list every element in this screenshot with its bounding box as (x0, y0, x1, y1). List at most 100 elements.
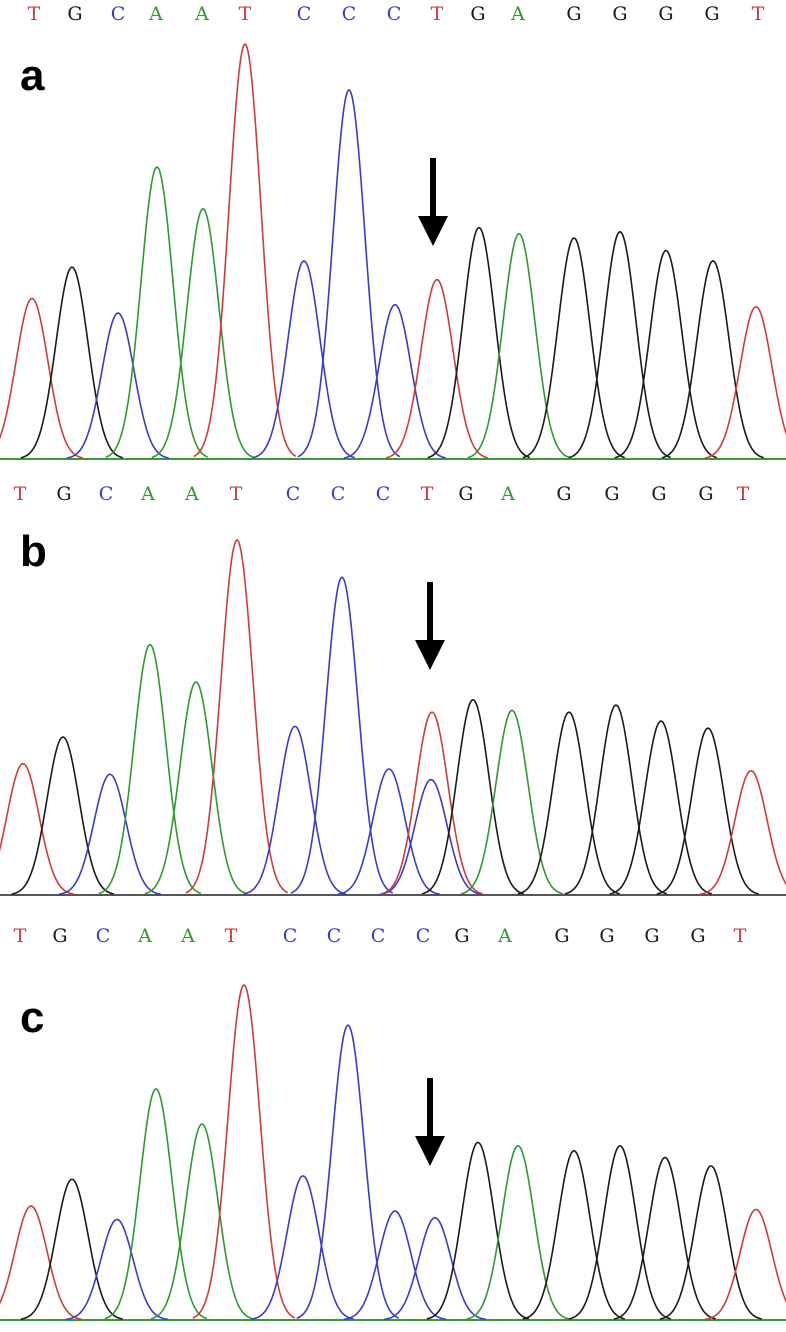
base-call-4: A (149, 3, 163, 25)
trace-peak-14 (517, 711, 620, 895)
trace-peak-6 (185, 539, 289, 894)
base-call-15: G (644, 925, 660, 947)
base-call-8: C (330, 483, 346, 505)
trace-peak-15 (564, 704, 668, 895)
base-call-1: T (27, 3, 41, 25)
trace-peak-4 (104, 1088, 208, 1320)
trace-peak-16 (609, 720, 713, 895)
trace-peak-6 (192, 984, 296, 1319)
base-call-10: T (430, 3, 444, 25)
base-call-4: A (141, 483, 155, 505)
base-call-17: T (736, 483, 750, 505)
trace-peak-15 (613, 1156, 716, 1320)
trace-peak-10 (383, 1216, 486, 1321)
trace-peak-3 (65, 1218, 168, 1321)
trace-peak-7 (252, 260, 356, 459)
base-call-2: G (52, 925, 68, 947)
trace-peak-15 (614, 249, 718, 459)
base-call-13: G (556, 483, 572, 505)
trace-peak-17 (656, 727, 759, 895)
mutation-arrow (415, 582, 445, 670)
trace-peak-5 (144, 681, 248, 895)
trace-peak-12 (467, 232, 571, 459)
base-call-6: T (224, 925, 238, 947)
base-call-7: C (296, 3, 312, 25)
base-call-10: T (420, 483, 434, 505)
base-call-12: A (501, 483, 515, 505)
trace-peak-12 (466, 1144, 570, 1320)
base-call-9: C (386, 3, 402, 25)
panel-label: a (20, 51, 45, 100)
trace-peak-13 (460, 709, 564, 895)
trace-peak-9 (343, 1210, 446, 1321)
trace-peak-3 (58, 773, 161, 896)
base-call-5: A (181, 925, 195, 947)
base-call-17: T (751, 3, 765, 25)
base-call-15: G (651, 483, 667, 505)
trace-peak-7 (251, 1175, 354, 1320)
base-call-1: T (13, 483, 27, 505)
base-call-16: G (698, 483, 714, 505)
base-call-14: G (604, 483, 620, 505)
base-call-7: C (282, 925, 298, 947)
base-call-16: G (690, 925, 706, 947)
panel-label: c (20, 993, 45, 1042)
trace-peak-17 (704, 1208, 786, 1321)
base-call-3: C (110, 3, 126, 25)
trace-peak-5 (151, 207, 255, 459)
trace-peak-1 (0, 297, 84, 459)
base-call-9: C (370, 925, 386, 947)
trace-peak-4 (98, 643, 202, 895)
base-call-12: A (511, 3, 525, 25)
base-call-2: G (56, 483, 72, 505)
trace-peak-5 (150, 1123, 253, 1320)
base-call-16: G (704, 3, 720, 25)
trace-peak-2 (20, 266, 124, 459)
base-call-2: G (67, 3, 83, 25)
base-call-11: G (454, 925, 470, 947)
base-call-15: G (658, 3, 674, 25)
base-call-13: G (566, 3, 582, 25)
trace-peak-9 (343, 303, 446, 459)
base-call-3: C (95, 925, 111, 947)
base-call-5: A (195, 3, 209, 25)
trace-peak-13 (522, 1149, 625, 1320)
trace-peak-18 (699, 769, 786, 896)
trace-peak-11 (427, 226, 531, 459)
trace-peak-10 (385, 278, 488, 459)
chromatogram-panel-a: T G C A A T C C C T G A G G G G T a (0, 0, 786, 470)
base-call-6: T (229, 483, 243, 505)
trace-peak-16 (659, 1165, 762, 1320)
chromatogram-plot (0, 539, 786, 896)
trace-peak-7 (243, 725, 346, 895)
trace-peak-4 (105, 166, 209, 459)
trace-peak-14 (568, 230, 672, 459)
base-call-1: T (13, 925, 27, 947)
mutation-arrow (418, 158, 448, 246)
base-call-13: G (554, 925, 570, 947)
base-call-5: A (185, 483, 199, 505)
base-call-14: G (612, 3, 628, 25)
base-call-11: G (470, 3, 486, 25)
trace-peak-3 (66, 312, 169, 459)
trace-peak-11 (380, 711, 483, 895)
trace-peak-13 (522, 237, 626, 459)
trace-peak-2 (11, 736, 114, 895)
base-call-8: C (341, 3, 357, 25)
trace-peak-17 (704, 305, 786, 459)
trace-peak-1 (0, 1205, 82, 1321)
base-call-8: C (326, 925, 342, 947)
base-call-12: A (498, 925, 512, 947)
trace-peak-8 (290, 576, 394, 894)
chromatogram-panel-c: T G C A A T C C C C G A G G G G T c (0, 922, 786, 1332)
chromatogram-plot (0, 43, 786, 460)
base-call-9: C (375, 483, 391, 505)
chromatogram-plot (0, 984, 786, 1321)
trace-peak-1 (0, 762, 74, 895)
trace-peak-9 (337, 768, 440, 895)
base-call-4: A (138, 925, 152, 947)
